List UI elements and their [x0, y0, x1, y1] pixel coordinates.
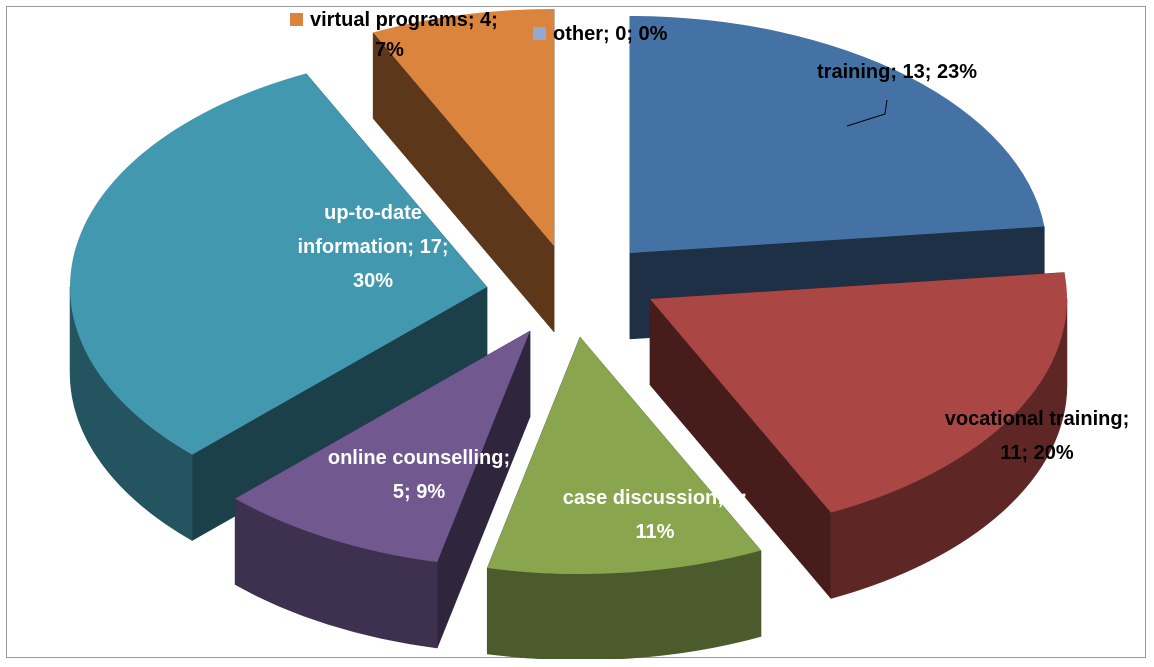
- data-label-online-counselling: online counselling; 5; 9%: [328, 447, 510, 503]
- pie-label-layer: training; 13; 23% vocational training; 11;…: [290, 9, 1129, 543]
- data-label-case-discussion: case discussion; 6; 11%: [563, 487, 748, 543]
- data-label-vocational-training: vocational training; 11; 20%: [945, 408, 1129, 464]
- legend-key-training: [797, 65, 810, 78]
- legend-key-other: [533, 27, 546, 40]
- leader-line-training: [846, 99, 888, 127]
- legend-key-virtual-programs: [290, 13, 303, 26]
- data-label-other: other; 0; 0%: [553, 23, 668, 45]
- pie-slice-vocational-training: [650, 272, 1067, 513]
- pie-slice-online-counselling: [235, 331, 530, 563]
- pie-chart: training; 13; 23% vocational training; 11;…: [69, 9, 1129, 661]
- data-label-up-to-date-information: up-to-date information; 17; 30%: [297, 202, 448, 292]
- chart-frame: training; 13; 23% vocational training; 11;…: [6, 6, 1146, 661]
- pie-slice-training: [630, 16, 1045, 253]
- pie-slice-case-discussion: [487, 337, 761, 574]
- data-label-training: training; 13; 23%: [817, 61, 977, 83]
- pie-slice-virtual-programs: [373, 9, 554, 246]
- pie-slice-up-to-date-information: [69, 73, 487, 455]
- pie-top-layer: [69, 9, 1067, 574]
- pie-cut-face-virtual-programs: [372, 31, 555, 333]
- data-label-virtual-programs: virtual programs; 4; 7%: [310, 9, 498, 61]
